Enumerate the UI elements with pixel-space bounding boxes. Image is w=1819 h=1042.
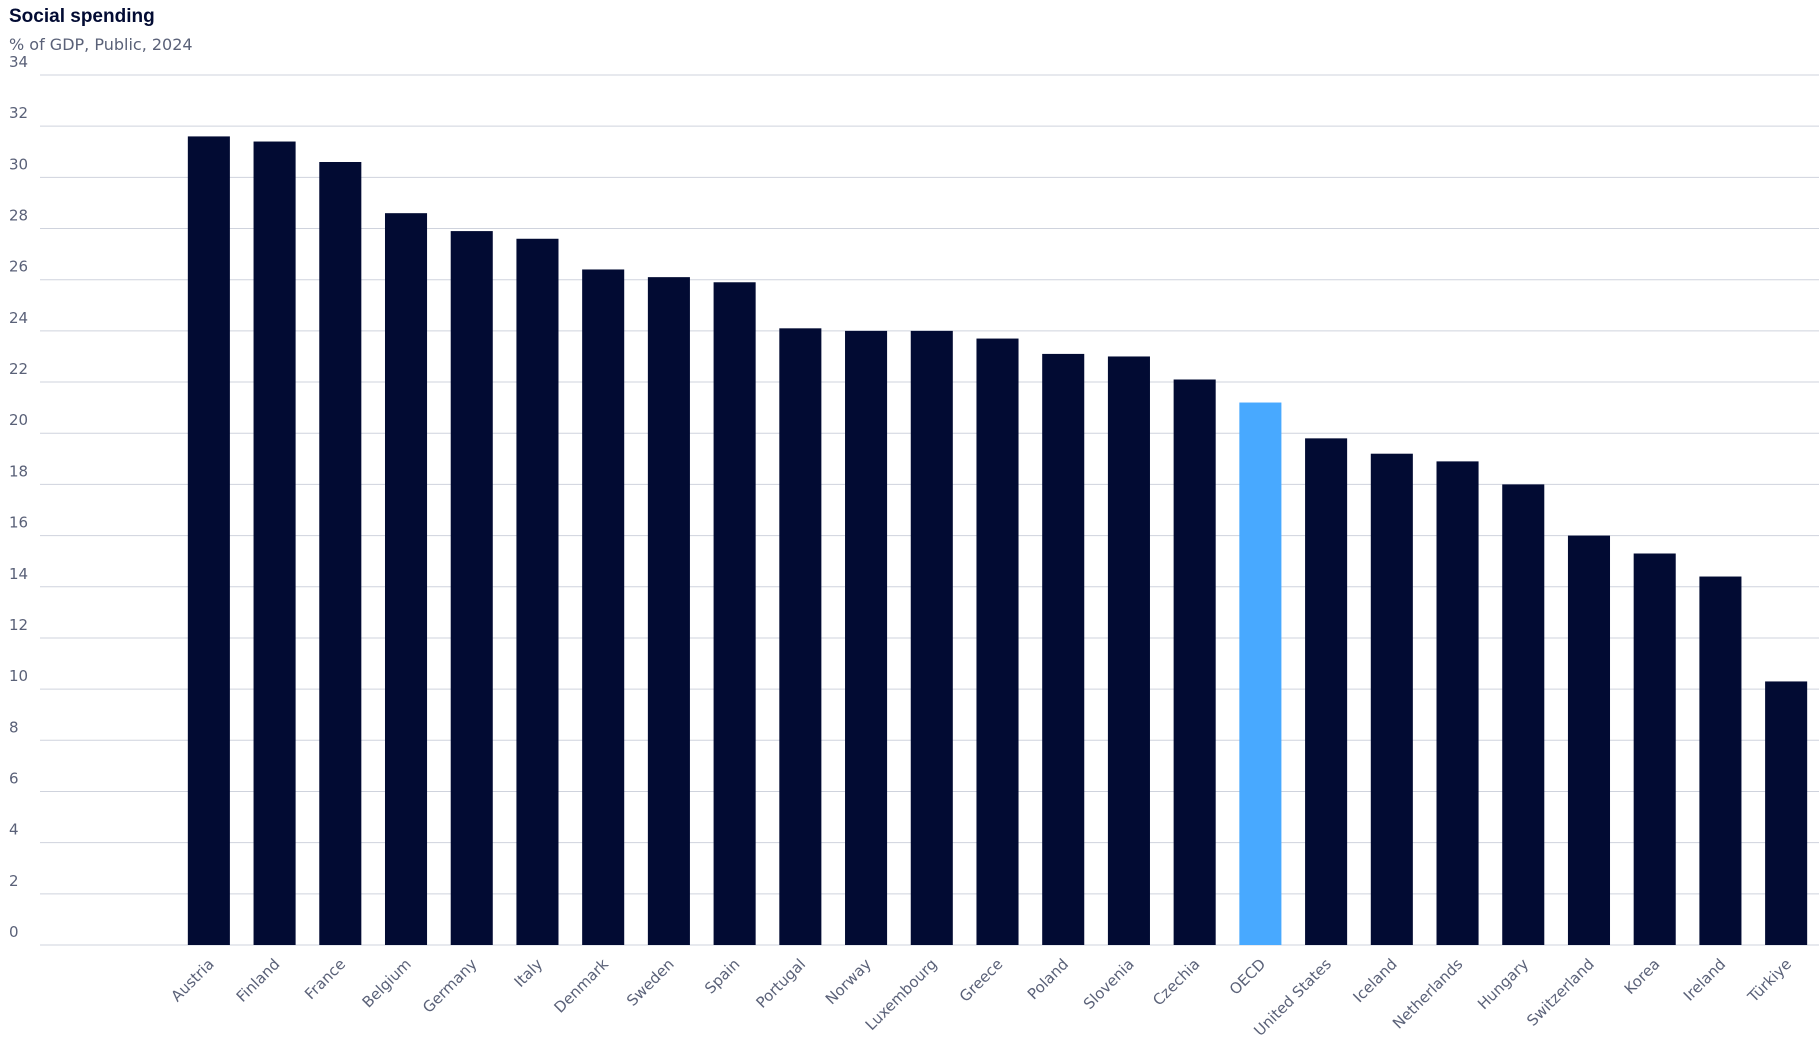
x-tick-label: Korea <box>1621 955 1664 998</box>
bar <box>976 338 1019 945</box>
y-tick-label: 32 <box>9 104 28 122</box>
bar <box>1370 453 1413 945</box>
x-tick-label: OECD <box>1226 955 1269 998</box>
x-tick-label: Sweden <box>623 955 678 1010</box>
y-tick-label: 0 <box>9 923 19 941</box>
y-tick-label: 2 <box>9 872 19 890</box>
bar <box>187 136 230 946</box>
bar <box>253 141 296 945</box>
y-tick-label: 20 <box>9 411 28 429</box>
bar <box>1173 379 1216 945</box>
x-tick-label: Spain <box>701 955 743 997</box>
bar <box>319 162 362 945</box>
x-tick-label: Türkiye <box>1744 955 1795 1006</box>
bar <box>516 238 559 945</box>
x-tick-label: Poland <box>1024 955 1072 1003</box>
x-tick-label: Greece <box>956 955 1006 1005</box>
x-tick-label: Iceland <box>1350 955 1401 1006</box>
y-tick-label: 34 <box>9 53 28 71</box>
x-tick-label: Ireland <box>1680 955 1729 1004</box>
y-tick-label: 28 <box>9 207 28 225</box>
bar <box>1567 535 1611 945</box>
y-tick-label: 14 <box>9 565 28 583</box>
y-tick-label: 12 <box>9 616 28 634</box>
x-tick-label: Austria <box>167 955 217 1005</box>
x-tick-label: Finland <box>233 955 284 1006</box>
y-tick-label: 22 <box>9 360 28 378</box>
bar <box>713 282 756 945</box>
bar <box>845 330 888 946</box>
bar <box>582 269 625 945</box>
x-tick-label: Portugal <box>753 955 810 1012</box>
y-tick-label: 16 <box>9 514 28 532</box>
bar <box>647 277 690 945</box>
x-tick-label: Denmark <box>551 955 613 1017</box>
bar <box>910 330 953 946</box>
chart-title: Social spending <box>9 6 155 27</box>
bar <box>779 328 822 946</box>
x-tick-label: Slovenia <box>1080 955 1138 1013</box>
bar <box>1042 353 1085 946</box>
bar <box>1633 553 1676 945</box>
y-tick-label: 30 <box>9 155 28 173</box>
y-tick-label: 24 <box>9 309 28 327</box>
x-tick-label: Norway <box>822 955 875 1008</box>
y-tick-label: 26 <box>9 258 28 276</box>
x-tick-label: France <box>301 955 349 1003</box>
bar <box>1305 438 1348 945</box>
bar <box>1107 356 1150 945</box>
x-tick-label: Italy <box>511 955 547 991</box>
x-tick-label: Germany <box>419 955 481 1017</box>
bar <box>1239 402 1282 945</box>
y-tick-label: 10 <box>9 667 28 685</box>
y-tick-label: 8 <box>9 718 19 736</box>
bar <box>1699 576 1742 945</box>
y-tick-label: 4 <box>9 821 19 839</box>
x-tick-label: Hungary <box>1474 955 1532 1013</box>
chart-subtitle: % of GDP, Public, 2024 <box>9 35 193 54</box>
bar <box>1502 484 1545 945</box>
bar <box>450 231 493 945</box>
bar <box>1765 681 1808 945</box>
x-tick-label: Belgium <box>359 955 415 1011</box>
x-tick-label: Czechia <box>1149 955 1203 1009</box>
y-tick-label: 18 <box>9 462 28 480</box>
y-tick-label: 6 <box>9 769 19 787</box>
x-tick-label: Switzerland <box>1523 955 1598 1030</box>
bar <box>384 213 428 946</box>
x-tick-label: Netherlands <box>1389 955 1467 1033</box>
bar <box>1436 461 1479 945</box>
